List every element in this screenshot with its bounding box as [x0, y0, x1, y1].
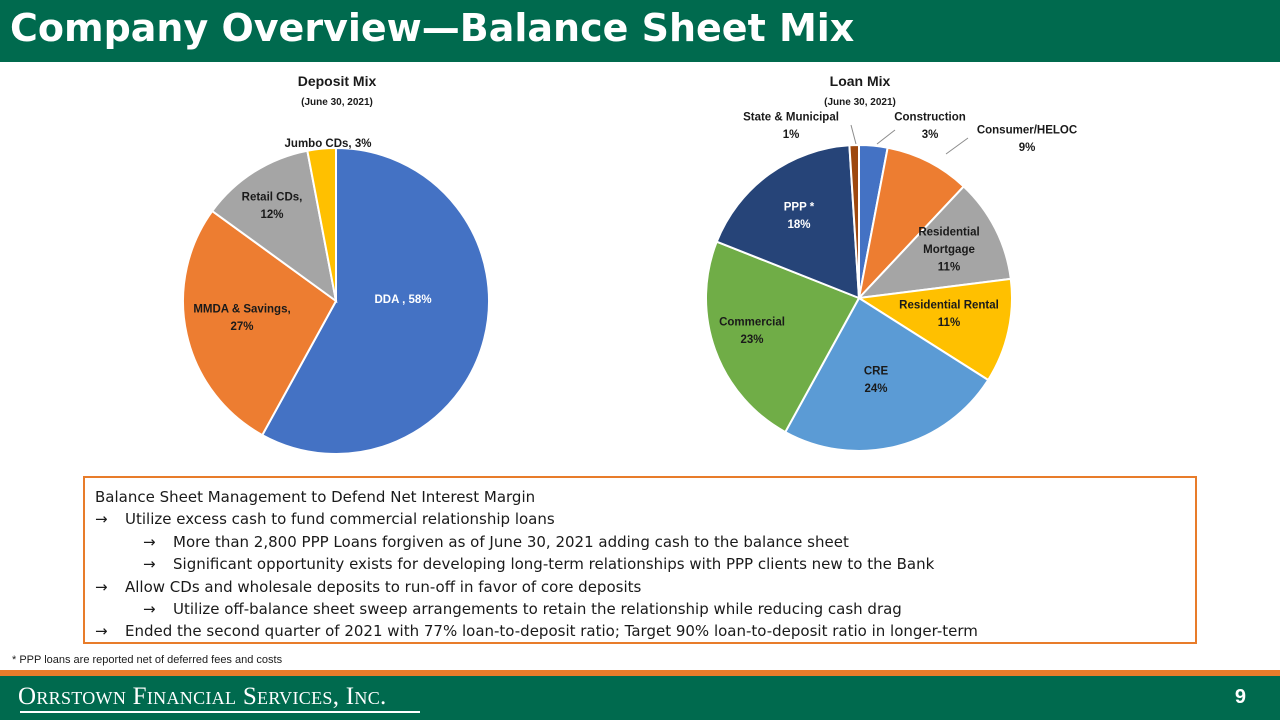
loan-mix-slice-state-municipal	[848, 143, 860, 299]
arrow-icon: →	[143, 599, 156, 618]
arrow-icon: →	[95, 510, 108, 529]
loan-mix-leader-construction	[876, 129, 896, 145]
deposit-mix-label-retail-cds-value: 12%	[260, 209, 283, 221]
arrow-icon: →	[143, 532, 156, 551]
note-item-5: → Utilize off-balance sheet sweep arrange…	[95, 598, 1195, 620]
deposit-mix-label-dda-value: DDA , 58%	[374, 294, 431, 306]
charts-area: Deposit Mix (June 30, 2021) DDA , 58% MMDA …	[182, 73, 1077, 455]
loan-mix-slice-residential-mortgage	[856, 185, 1012, 300]
loan-mix-label-commercial-value: 23%	[740, 334, 763, 346]
loan-mix-slice-residential-rental	[856, 277, 1013, 382]
loan-mix-label-construction-value: 3%	[922, 129, 939, 141]
deposit-mix-label-mmda-savings-value: 27%	[230, 321, 253, 333]
deposit-mix-slice-retail-cds	[210, 149, 338, 304]
loan-mix-subtitle: (June 30, 2021)	[824, 97, 896, 108]
loan-mix-label-commercial-name: Commercial	[719, 316, 785, 328]
loan-mix-label-residential-mortgage-name: Residential	[918, 227, 979, 239]
deposit-mix-subtitle: (June 30, 2021)	[301, 97, 373, 108]
logo-underline	[20, 711, 420, 713]
footer-accent-line	[0, 670, 1280, 676]
page-title: Company Overview—Balance Sheet Mix	[10, 6, 855, 50]
loan-mix-label-ppp-name: PPP *	[784, 201, 815, 213]
deposit-mix-label-mmda-savings-name: MMDA & Savings,	[193, 303, 290, 315]
loan-mix-label-cre-name: CRE	[864, 365, 889, 377]
loan-mix-label-state-municipal-value: 1%	[783, 129, 800, 141]
loan-mix-label-residential-rental-name: Residential Rental	[899, 299, 999, 311]
arrow-icon: →	[95, 577, 108, 596]
deposit-mix-title: Deposit Mix	[298, 73, 377, 89]
arrow-icon: →	[95, 622, 108, 641]
arrow-icon: →	[143, 555, 156, 574]
loan-mix-label-ppp-value: 18%	[787, 219, 810, 231]
note-item-4: → Allow CDs and wholesale deposits to run…	[95, 576, 1195, 598]
loan-mix-leader-state-municipal	[850, 124, 857, 145]
loan-mix-label-residential-rental-value: 11%	[938, 317, 960, 329]
loan-mix-slice-consumer-heloc	[857, 146, 966, 302]
note-item-6: → Ended the second quarter of 2021 with 7…	[95, 620, 1195, 642]
notes-box: Balance Sheet Management to Defend Net I…	[83, 476, 1197, 644]
page-number: 9	[1234, 686, 1246, 708]
loan-mix-title: Loan Mix	[830, 73, 891, 89]
note-item-2: → More than 2,800 PPP Loans forgiven as o…	[95, 531, 1195, 553]
loan-mix-label-construction-name: Construction	[894, 111, 966, 123]
loan-mix-label-consumer-heloc-value: 9%	[1019, 142, 1036, 154]
loan-mix-label-residential-mortgage-name: Mortgage	[923, 244, 975, 256]
deposit-mix-slice-jumbo-cds	[306, 146, 337, 302]
note-item-3: → Significant opportunity exists for deve…	[95, 553, 1195, 575]
loan-mix-slice-cre	[783, 296, 990, 452]
deposit-mix-slice-mmda-savings	[182, 209, 338, 437]
title-bar: Company Overview—Balance Sheet Mix	[0, 0, 1280, 62]
loan-mix-leader-consumer-heloc	[945, 137, 969, 155]
loan-mix-label-state-municipal-name: State & Municipal	[743, 111, 839, 123]
loan-mix-label-consumer-heloc-name: Consumer/HELOC	[977, 124, 1077, 136]
note-item-1: → Utilize excess cash to fund commercial …	[95, 508, 1195, 530]
deposit-mix-label-jumbo-cds-value: Jumbo CDs, 3%	[285, 138, 372, 150]
company-logo: Orrstown Financial Services, Inc.	[18, 683, 387, 710]
loan-mix-slice-commercial	[705, 240, 861, 434]
loan-mix-label-residential-mortgage-value: 11%	[938, 262, 960, 274]
footnote: * PPP loans are reported net of deferred…	[12, 654, 283, 666]
loan-mix-slice-ppp	[715, 144, 861, 300]
deposit-mix-slice-dda	[260, 146, 490, 455]
deposit-mix-label-retail-cds-name: Retail CDs,	[242, 191, 303, 203]
notes-heading: Balance Sheet Management to Defend Net I…	[95, 488, 536, 506]
loan-mix-label-cre-value: 24%	[864, 383, 887, 395]
